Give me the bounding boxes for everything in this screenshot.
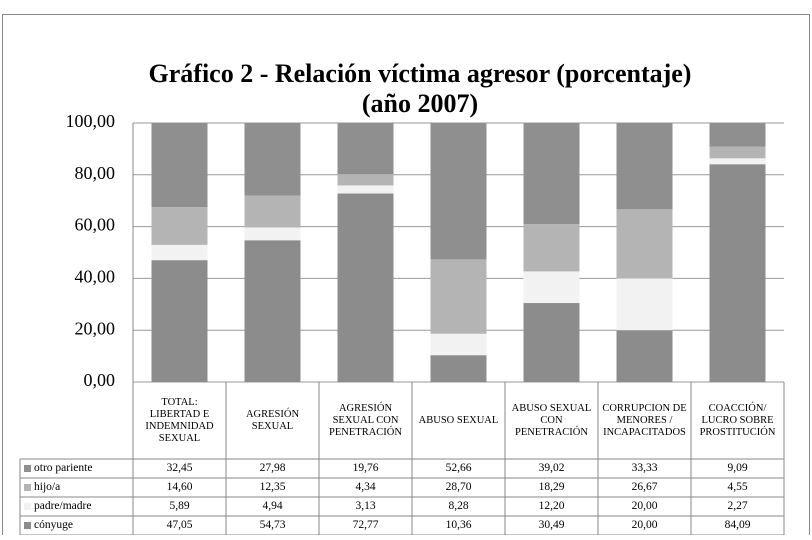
y-tick-label: 60,00: [75, 215, 116, 235]
bar-segment: [709, 146, 766, 159]
bar-segment: [151, 123, 208, 208]
data-label: 2,27: [727, 500, 747, 512]
y-tick-label: 40,00: [75, 267, 116, 287]
data-label: 72,77: [353, 519, 379, 531]
data-label: 54,73: [260, 519, 286, 531]
legend-swatch: [24, 484, 31, 491]
data-label: 27,98: [260, 462, 286, 474]
data-label: 47,05: [167, 519, 193, 531]
category-cell: TOTAL: LIBERTAD E INDEMNIDAD SEXUAL: [145, 396, 214, 444]
bar-segment: [709, 123, 766, 147]
bar-segment: [244, 123, 301, 196]
category-cell: ABUSO SEXUAL: [418, 414, 499, 426]
category-cell: AGRESIÓN SEXUAL: [245, 408, 300, 432]
chart-border: [2, 14, 810, 540]
y-tick-label: 80,00: [75, 163, 116, 183]
legend-label: otro pariente: [34, 462, 92, 474]
bar-segment: [616, 123, 673, 210]
category-cell: ABUSO SEXUAL CON PENETRACIÓN: [511, 402, 592, 438]
legend-swatch: [24, 465, 31, 472]
bar-segment: [709, 158, 766, 165]
chart-title: (año 2007): [362, 89, 478, 118]
legend-label: hijo/a: [34, 481, 60, 493]
bar-segment: [523, 303, 580, 382]
data-label: 5,89: [169, 500, 189, 512]
bar-segment: [430, 123, 487, 260]
bar-segment: [430, 355, 487, 382]
x-tick-label: AGRESIÓN SEXUAL CON PENETRACIÓN: [329, 402, 402, 438]
bar-segment: [616, 330, 673, 382]
category-cell: AGRESIÓN SEXUAL CON PENETRACIÓN: [329, 402, 402, 438]
bar-segment: [151, 244, 208, 261]
data-label: 20,00: [632, 519, 658, 531]
bar-segment: [337, 174, 394, 186]
bar-segment: [151, 260, 208, 382]
legend-swatch: [24, 522, 31, 529]
bar-segment: [430, 259, 487, 334]
data-label: 30,49: [539, 519, 565, 531]
data-label: 4,94: [262, 500, 282, 512]
x-tick-label: AGRESIÓN SEXUAL: [245, 408, 300, 432]
data-label: 18,29: [539, 481, 565, 493]
data-label: 39,02: [539, 462, 565, 474]
x-tick-label: COACCIÓN/ LUCRO SOBRE PROSTITUCIÓN: [699, 402, 776, 438]
chart-title: Gráfico 2 - Relación víctima agresor (po…: [149, 59, 692, 88]
bar-segment: [244, 195, 301, 228]
data-label: 32,45: [167, 462, 193, 474]
x-tick-label: CORRUPCION DE MENORES / INCAPACITADOS: [602, 402, 687, 438]
data-label: 33,33: [632, 462, 658, 474]
data-label: 8,28: [448, 500, 468, 512]
data-label: 28,70: [446, 481, 472, 493]
data-label: 12,20: [539, 500, 565, 512]
y-tick-label: 100,00: [66, 111, 116, 131]
bar-segment: [151, 207, 208, 245]
bar-segment: [523, 224, 580, 272]
legend-label: padre/madre: [34, 500, 91, 512]
bar-segment: [616, 278, 673, 331]
data-label: 3,13: [355, 500, 375, 512]
data-label: 26,67: [632, 481, 658, 493]
y-tick-label: 20,00: [75, 318, 116, 338]
data-label: 4,34: [355, 481, 375, 493]
data-label: 12,35: [260, 481, 286, 493]
bar-segment: [430, 333, 487, 356]
category-cell: CORRUPCION DE MENORES / INCAPACITADOS: [602, 402, 687, 438]
bar-segment: [523, 271, 580, 304]
category-cell: COACCIÓN/ LUCRO SOBRE PROSTITUCIÓN: [699, 402, 776, 438]
legend-swatch: [24, 503, 31, 510]
data-label: 52,66: [446, 462, 472, 474]
data-label: 19,76: [353, 462, 379, 474]
y-tick-label: 0,00: [84, 370, 116, 390]
data-label: 20,00: [632, 500, 658, 512]
data-label: 84,09: [725, 519, 751, 531]
bar-segment: [244, 227, 301, 241]
bar-segment: [337, 185, 394, 194]
bar-segment: [337, 123, 394, 175]
data-label: 4,55: [727, 481, 747, 493]
bar-segment: [337, 193, 394, 382]
x-tick-label: ABUSO SEXUAL CON PENETRACIÓN: [511, 402, 592, 438]
bar-segment: [244, 240, 301, 382]
legend-label: cónyuge: [34, 519, 73, 531]
data-label: 10,36: [446, 519, 472, 531]
bar-segment: [523, 123, 580, 225]
x-tick-label: TOTAL: LIBERTAD E INDEMNIDAD SEXUAL: [145, 396, 214, 444]
bar-segment: [709, 164, 766, 382]
bar-segment: [616, 209, 673, 279]
x-tick-label: ABUSO SEXUAL: [418, 414, 499, 426]
data-label: 9,09: [727, 462, 747, 474]
data-label: 14,60: [167, 481, 193, 493]
